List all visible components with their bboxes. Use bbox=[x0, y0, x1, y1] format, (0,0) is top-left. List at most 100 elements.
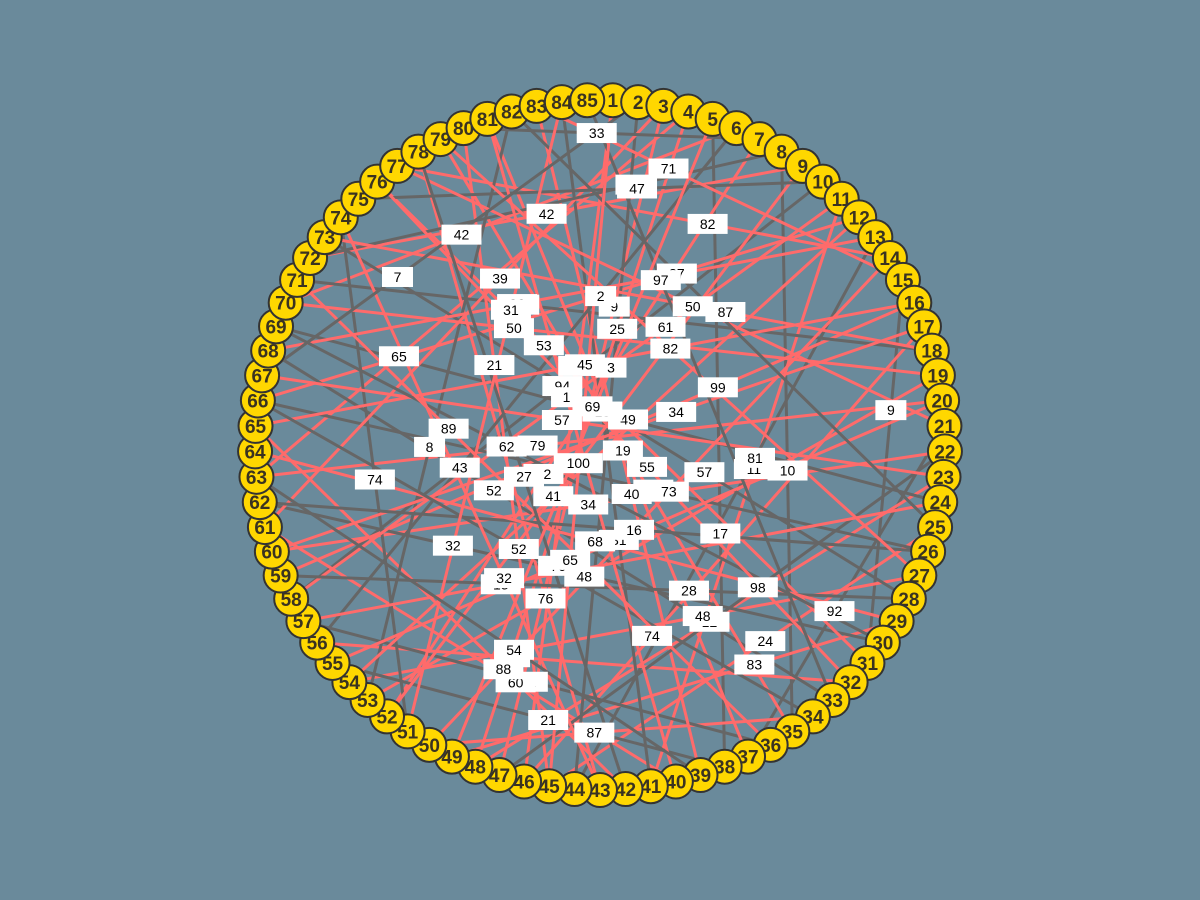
edge-label-background bbox=[745, 631, 786, 652]
edge-label: 21 bbox=[528, 710, 569, 731]
edge-label-background bbox=[737, 577, 778, 598]
node-label: 7 bbox=[754, 130, 765, 151]
graph-node-65[interactable]: 65 bbox=[237, 407, 274, 444]
node-label: 6 bbox=[731, 119, 742, 140]
graph-node-64[interactable]: 64 bbox=[237, 433, 274, 470]
edge-62-26 bbox=[259, 500, 929, 554]
edge-label: 21 bbox=[474, 355, 515, 376]
edge-label: 45 bbox=[564, 354, 605, 375]
edge-weight-text: 21 bbox=[487, 357, 503, 373]
edge-label-background bbox=[648, 481, 689, 502]
edge-69-30 bbox=[275, 325, 884, 644]
edge-6-70 bbox=[285, 126, 737, 305]
edge-weight-text: 48 bbox=[695, 608, 711, 624]
edge-label: 82 bbox=[687, 213, 728, 234]
edge-weight-text: 74 bbox=[367, 472, 383, 488]
edge-label: 19 bbox=[602, 440, 643, 461]
edge-label: 74 bbox=[632, 625, 673, 646]
edge-label-background bbox=[648, 158, 689, 179]
edge-weight-text: 89 bbox=[441, 421, 457, 437]
edge-label: 53 bbox=[523, 335, 564, 356]
edge-label-background bbox=[493, 318, 534, 339]
edge-label: 42 bbox=[441, 224, 482, 245]
edge-71-36 bbox=[296, 278, 772, 746]
node-label: 24 bbox=[930, 493, 952, 514]
edge-57-24 bbox=[303, 500, 941, 623]
edge-weight-text: 71 bbox=[661, 161, 677, 177]
graph-node-63[interactable]: 63 bbox=[238, 458, 275, 495]
edge-weight-text: 24 bbox=[758, 633, 774, 649]
edge-weight-text: 27 bbox=[516, 469, 532, 485]
edge-label-background bbox=[602, 440, 643, 461]
edge-label: 31 bbox=[490, 299, 531, 320]
edge-label-background bbox=[483, 659, 524, 680]
edge-weight-text: 43 bbox=[452, 460, 468, 476]
node-label: 8 bbox=[776, 143, 787, 164]
edge-label-background bbox=[533, 486, 574, 507]
node-label: 53 bbox=[357, 691, 378, 712]
edge-label-background bbox=[632, 625, 673, 646]
node-label: 74 bbox=[330, 208, 352, 229]
edge-label-background bbox=[525, 588, 566, 609]
edge-weight-text: 34 bbox=[580, 497, 596, 513]
edge-21-37 bbox=[746, 425, 946, 758]
node-label: 49 bbox=[441, 748, 462, 769]
edge-34-50 bbox=[429, 714, 814, 747]
edge-label-background bbox=[474, 355, 515, 376]
edge-label-background bbox=[814, 601, 855, 622]
graph-node-21[interactable]: 21 bbox=[926, 407, 963, 444]
graph-node-85[interactable]: 85 bbox=[569, 82, 606, 119]
edge-weight-text: 41 bbox=[546, 488, 562, 504]
edge-label-background bbox=[734, 447, 775, 468]
edge-label: 2 bbox=[585, 286, 617, 307]
edge-label-background bbox=[656, 401, 697, 422]
edge-label: 99 bbox=[697, 377, 738, 398]
edge-label-background bbox=[611, 483, 652, 504]
edge-label-background bbox=[568, 494, 609, 515]
edge-label-background bbox=[705, 301, 746, 322]
graph-node-41[interactable]: 41 bbox=[632, 768, 669, 805]
edge-weight-text: 31 bbox=[503, 302, 519, 318]
edge-label: 65 bbox=[378, 346, 419, 367]
node-label: 65 bbox=[245, 417, 267, 438]
node-label: 43 bbox=[589, 781, 610, 802]
edge-label: 27 bbox=[504, 466, 545, 487]
node-label: 52 bbox=[376, 707, 397, 728]
graph-node-19[interactable]: 19 bbox=[919, 357, 956, 394]
edge-63-39 bbox=[255, 475, 702, 777]
graph-node-62[interactable]: 62 bbox=[241, 484, 278, 521]
edge-weight-text: 82 bbox=[700, 216, 716, 232]
edge-label-background bbox=[574, 722, 615, 743]
edge-label: 1 bbox=[551, 387, 583, 408]
node-label: 18 bbox=[921, 342, 942, 363]
edge-weight-text: 19 bbox=[615, 443, 631, 459]
edge-weight-text: 55 bbox=[639, 459, 655, 475]
edge-label: 42 bbox=[526, 203, 567, 224]
edge-weight-text: 34 bbox=[668, 404, 684, 420]
node-label: 63 bbox=[246, 468, 267, 489]
edge-label-background bbox=[668, 580, 709, 601]
edge-weight-text: 33 bbox=[589, 125, 605, 141]
edge-weight-text: 39 bbox=[492, 271, 508, 287]
edge-label: 97 bbox=[640, 270, 681, 291]
edge-weight-text: 82 bbox=[663, 341, 679, 357]
edge-label-background bbox=[650, 338, 691, 359]
node-label: 62 bbox=[249, 493, 270, 514]
edge-weight-text: 42 bbox=[454, 227, 470, 243]
edge-label: 83 bbox=[734, 654, 775, 675]
edge-label: 69 bbox=[572, 396, 613, 417]
edge-label: 52 bbox=[473, 480, 514, 501]
edge-label: 57 bbox=[541, 410, 582, 431]
node-label: 22 bbox=[934, 442, 955, 463]
edge-label: 55 bbox=[627, 456, 668, 477]
node-circle[interactable] bbox=[569, 82, 606, 119]
edge-weight-text: 21 bbox=[540, 712, 556, 728]
edge-weight-text: 50 bbox=[685, 298, 701, 314]
edge-weight-text: 88 bbox=[496, 661, 512, 677]
node-label: 84 bbox=[551, 93, 573, 114]
graph-node-42[interactable]: 42 bbox=[607, 771, 644, 808]
node-label: 61 bbox=[254, 518, 276, 539]
graph-node-22[interactable]: 22 bbox=[926, 433, 963, 470]
edge-label-background bbox=[551, 387, 583, 408]
